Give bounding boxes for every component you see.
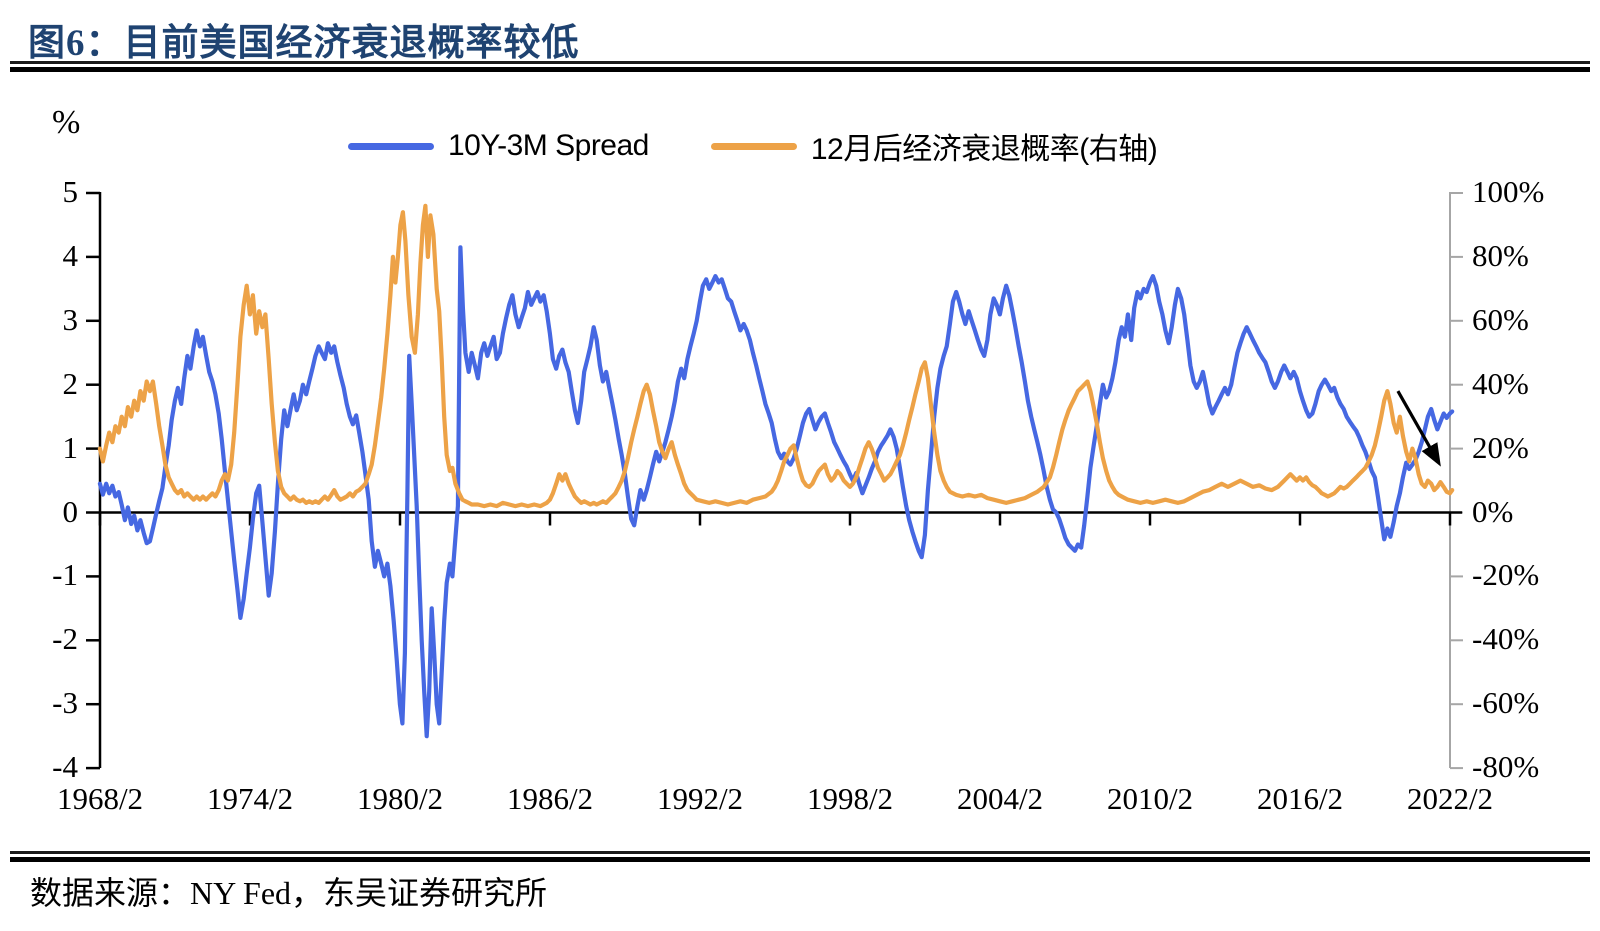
right-axis-tick-label: -40% xyxy=(1472,621,1540,657)
left-axis-tick-label: 1 xyxy=(62,429,79,465)
x-axis-tick-label: 1986/2 xyxy=(506,781,594,816)
left-axis-tick-label: 3 xyxy=(62,301,79,337)
title-divider xyxy=(10,61,1590,72)
right-axis-tick-label: 40% xyxy=(1472,365,1529,401)
left-axis-tick-label: -4 xyxy=(52,749,78,785)
legend-item-probability: 12月后经济衰退概率(右轴) xyxy=(710,124,1158,168)
left-axis-tick-label: -1 xyxy=(52,557,78,593)
left-axis-tick-label: 4 xyxy=(62,237,79,273)
right-axis-tick-label: 100% xyxy=(1472,174,1545,209)
title-divider-thin-line xyxy=(10,61,1590,64)
left-axis-tick-label: -2 xyxy=(52,621,78,657)
left-axis-tick-label: 2 xyxy=(62,365,79,401)
left-axis-unit-label: % xyxy=(52,104,81,141)
left-axis-tick-label: -3 xyxy=(52,685,78,721)
right-axis-tick-label: -80% xyxy=(1472,749,1540,785)
right-axis-tick-label: -60% xyxy=(1472,685,1540,721)
legend-swatch-spread-line xyxy=(348,142,434,150)
left-axis-tick-label: 0 xyxy=(62,493,79,529)
legend-swatch-probability-line xyxy=(710,142,797,150)
right-axis-tick-label: 60% xyxy=(1472,301,1529,337)
x-axis-tick-label: 1980/2 xyxy=(356,781,444,816)
x-axis-tick-label: 1968/2 xyxy=(56,781,144,816)
x-axis-tick-label: 1974/2 xyxy=(206,781,294,816)
x-axis-tick-label: 2022/2 xyxy=(1406,781,1494,816)
footer-divider xyxy=(10,851,1590,862)
right-axis-tick-label: 20% xyxy=(1472,429,1529,465)
left-axis-tick-label: 5 xyxy=(62,174,79,209)
legend-label-probability: 12月后经济衰退概率(右轴) xyxy=(810,133,1158,166)
legend-label-spread: 10Y-3M Spread xyxy=(448,129,649,162)
chart-legend: 10Y-3M Spread 12月后经济衰退概率(右轴) xyxy=(348,124,1158,168)
x-axis-tick-label: 2016/2 xyxy=(1256,781,1344,816)
footer-divider-thick-line xyxy=(10,857,1590,862)
x-axis-tick-label: 1992/2 xyxy=(656,781,744,816)
right-axis-tick-label: 0% xyxy=(1472,493,1514,529)
figure-title: 图6：目前美国经济衰退概率较低 xyxy=(28,23,580,64)
right-axis-tick-label: 80% xyxy=(1472,237,1529,273)
footer-divider-thin-line xyxy=(10,851,1590,854)
x-axis-tick-label: 1998/2 xyxy=(806,781,894,816)
data-source-note: 数据来源：NY Fed，东吴证券研究所 xyxy=(30,875,548,911)
right-axis-tick-label: -20% xyxy=(1472,557,1540,593)
legend-item-spread: 10Y-3M Spread xyxy=(348,129,649,163)
x-axis-tick-label: 2004/2 xyxy=(956,781,1044,816)
title-divider-thick-line xyxy=(10,67,1590,72)
x-axis-tick-label: 2010/2 xyxy=(1106,781,1194,816)
